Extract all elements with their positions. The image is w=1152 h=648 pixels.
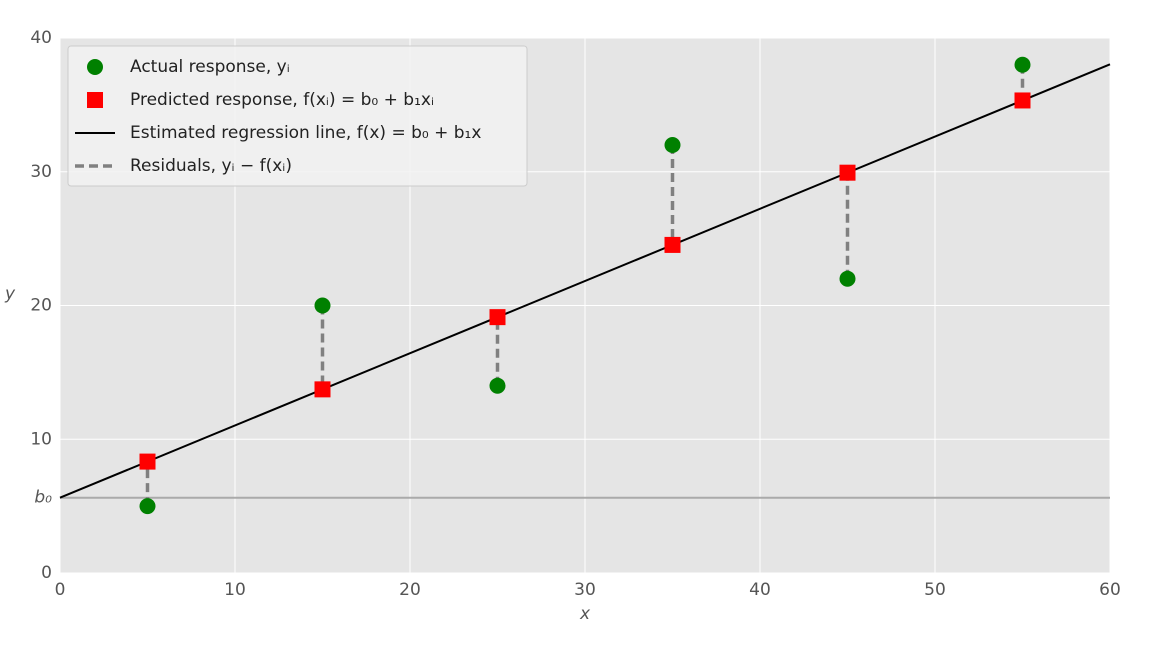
regression-line (59, 63, 1111, 499)
actual-point (839, 270, 856, 287)
predicted-point (1014, 92, 1031, 109)
legend-label: Predicted response, f(xᵢ) = b₀ + b₁xᵢ (130, 90, 434, 110)
actual-point (139, 498, 156, 515)
y-tick-label: 40 (30, 28, 52, 48)
predicted-point (314, 381, 331, 398)
x-tick-label: 50 (924, 580, 946, 600)
x-tick-label: 0 (55, 580, 66, 600)
x-tick-label: 40 (749, 580, 771, 600)
legend-label: Estimated regression line, f(x) = b₀ + b… (130, 123, 481, 143)
x-tick-label: 20 (399, 580, 421, 600)
y-axis-label: y (4, 284, 16, 304)
y-tick-label: b₀ (34, 488, 52, 508)
predicted-point (839, 164, 856, 181)
y-tick-label: 0 (41, 563, 52, 583)
actual-point (1014, 56, 1031, 73)
predicted-point (139, 453, 156, 470)
y-tick-label: 10 (30, 429, 52, 449)
y-tick-label: 30 (30, 162, 52, 182)
legend-label: Residuals, yᵢ − f(xᵢ) (130, 156, 292, 176)
legend-box (67, 45, 528, 187)
actual-point (664, 137, 681, 153)
actual-point (489, 377, 506, 394)
legend-marker (87, 59, 103, 75)
x-tick-label: 60 (1099, 580, 1121, 600)
x-tick-label: 30 (574, 580, 596, 600)
x-tick-label: 10 (224, 580, 246, 600)
predicted-point (489, 309, 506, 326)
x-axis-label: x (579, 604, 591, 624)
y-tick-label: 20 (30, 296, 52, 316)
predicted-point (664, 236, 681, 253)
legend-label: Actual response, yᵢ (130, 57, 290, 77)
legend-marker (87, 92, 103, 108)
actual-point (314, 297, 331, 314)
